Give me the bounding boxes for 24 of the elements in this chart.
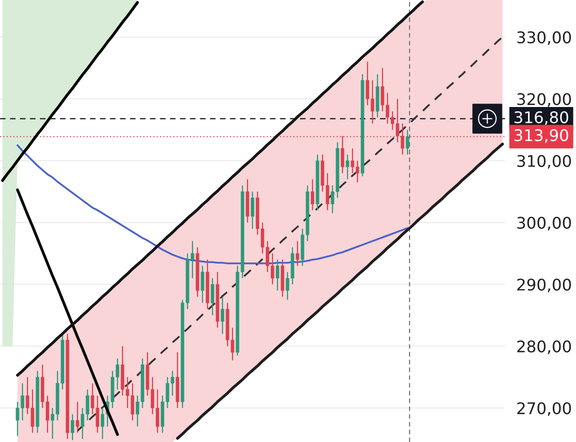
y-tick-label: 320,00 <box>517 93 571 107</box>
line-series <box>1 1 139 182</box>
candlestick <box>76 401 80 434</box>
candlestick <box>70 414 74 441</box>
line-series <box>76 36 504 432</box>
ref-line-label: 316,80 <box>514 111 568 125</box>
candlestick <box>346 154 350 180</box>
y-tick-label: 270,00 <box>517 402 571 416</box>
ref-line-label: 313,90 <box>514 129 568 143</box>
y-tick-label: 280,00 <box>517 340 571 354</box>
candlestick <box>210 278 214 316</box>
line-series <box>176 142 504 440</box>
candlestick <box>340 135 344 174</box>
candlestick <box>296 240 300 266</box>
candlestick <box>276 259 280 292</box>
candlestick <box>200 265 204 304</box>
y-tick-label: 290,00 <box>517 278 571 292</box>
candlestick <box>310 178 314 211</box>
candlestick <box>220 296 224 334</box>
candlestick <box>406 129 410 156</box>
candlestick <box>250 191 254 230</box>
y-tick-label: 310,00 <box>517 154 571 169</box>
y-tick-label: 330,00 <box>517 31 571 46</box>
y-tick-label: 300,00 <box>517 216 571 230</box>
